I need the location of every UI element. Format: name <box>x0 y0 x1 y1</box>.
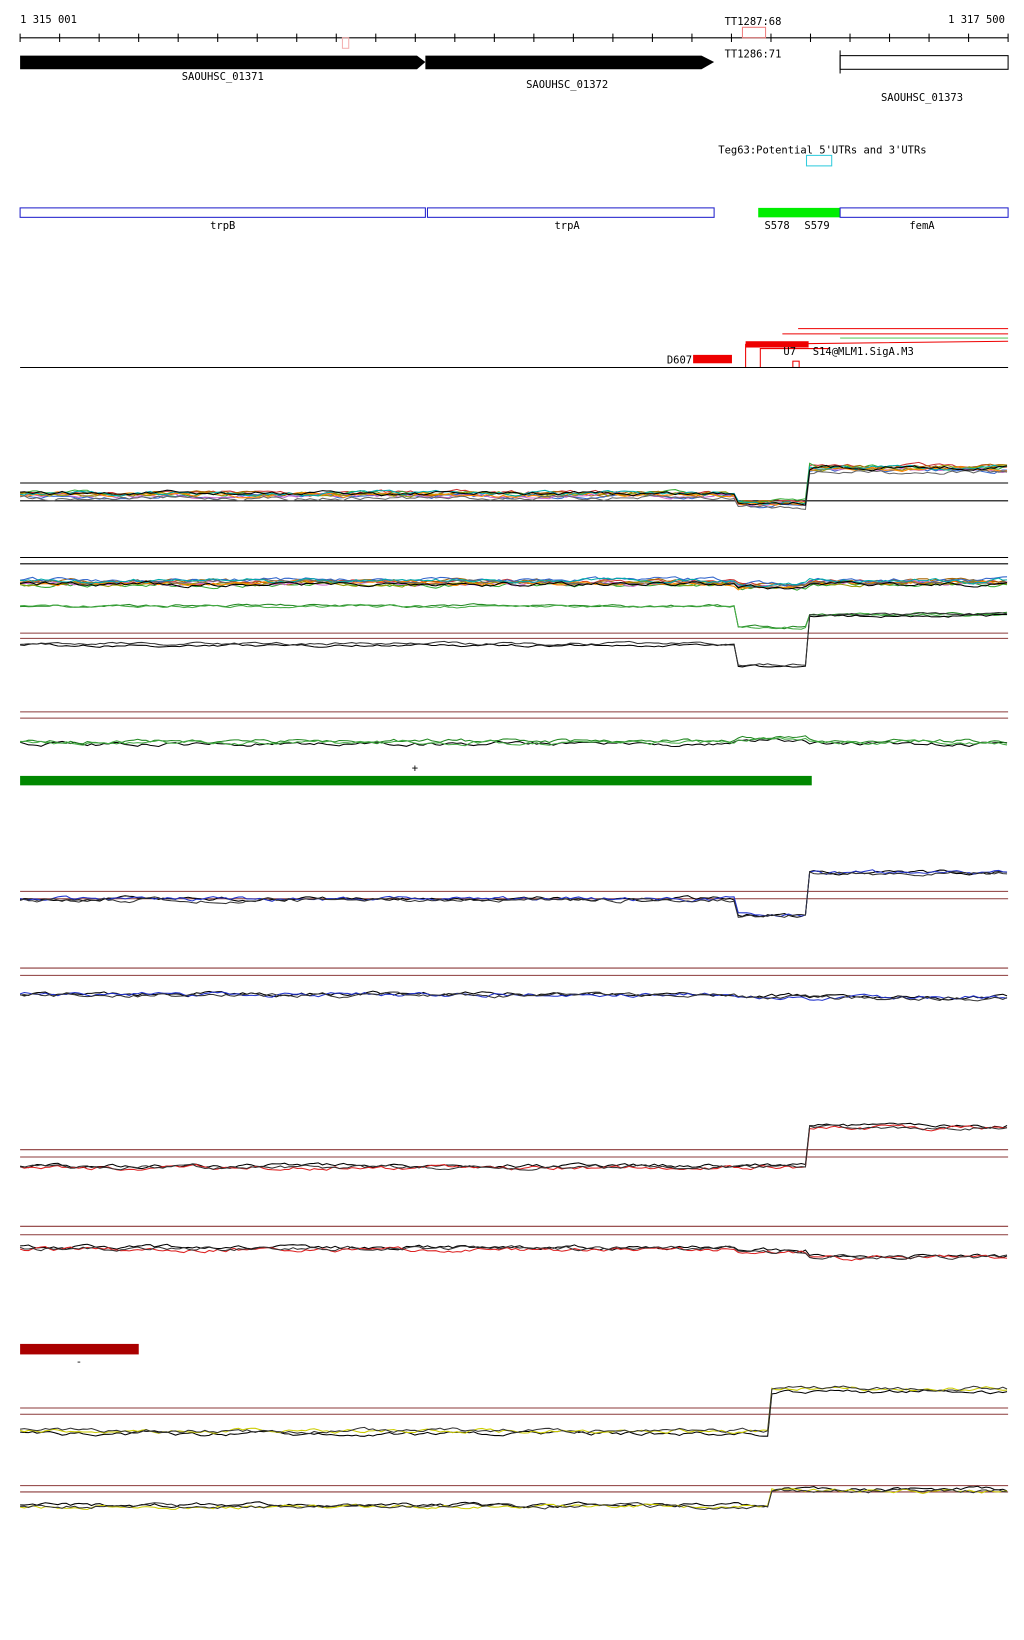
gene-label: SAOUHSC_01372 <box>526 79 608 91</box>
profile-line <box>19 1245 1008 1262</box>
srna-box <box>758 207 841 218</box>
gene-label: trpB <box>210 220 235 232</box>
profile-line <box>19 1386 1008 1435</box>
tt-label: TT1286:71 <box>725 49 782 61</box>
region-line <box>759 348 830 368</box>
feature-box <box>741 26 767 39</box>
profile-line <box>19 991 1008 1002</box>
gene-label: S579 <box>804 220 829 232</box>
utr-box <box>805 154 833 167</box>
profile-line <box>20 466 1008 509</box>
profile-line <box>20 613 1008 668</box>
gene-box <box>839 55 1009 70</box>
region-label: U7 <box>783 346 796 358</box>
gene-label: trpA <box>554 220 580 232</box>
gene-label: SAOUHSC_01373 <box>881 92 963 104</box>
region <box>792 360 800 369</box>
region-label: D607 <box>667 354 692 366</box>
region-label: S14@MLM1.SigA.M3 <box>813 346 914 358</box>
strand-label: + <box>412 763 418 775</box>
profile-line <box>20 611 1008 667</box>
region <box>745 341 809 348</box>
tt-label: TT1287:68 <box>725 16 782 28</box>
tracks <box>19 461 1009 1511</box>
profile-line <box>19 469 1008 511</box>
profile-line <box>20 735 1008 745</box>
feature-box <box>341 37 350 49</box>
profile-line <box>19 580 1008 590</box>
ruler-start: 1 315 001 <box>20 14 77 26</box>
profile-line <box>20 1389 1008 1437</box>
profile-line <box>19 737 1008 748</box>
region <box>693 354 732 364</box>
profile-line <box>19 869 1008 918</box>
gene-box <box>19 207 426 218</box>
profile-line <box>20 990 1008 1001</box>
gene-arrow <box>425 55 715 70</box>
profile-line <box>20 466 1008 506</box>
profile-line <box>20 1385 1008 1435</box>
gene-arrow <box>20 55 426 70</box>
profile-line <box>20 1124 1008 1171</box>
profile-line <box>19 1245 1008 1260</box>
profile-line <box>20 464 1008 506</box>
profile-line <box>20 1487 1008 1511</box>
ruler-ticks <box>19 33 1009 42</box>
strand-bar <box>20 775 812 786</box>
profile-line <box>20 1122 1008 1170</box>
gene-box <box>426 207 715 218</box>
profile-line <box>19 871 1008 918</box>
gene-label: SAOUHSC_01371 <box>182 71 264 83</box>
profile-line <box>20 464 1008 505</box>
gene-label: femA <box>909 220 935 232</box>
profile-line <box>19 1124 1008 1171</box>
strand-label: - <box>76 1356 82 1368</box>
gene-box <box>839 207 1009 218</box>
profile-line <box>20 577 1008 588</box>
gene-label: S578 <box>765 220 790 232</box>
profile-line <box>19 737 1008 747</box>
profile-line <box>19 869 1008 918</box>
ruler-end: 1 317 500 <box>948 14 1005 26</box>
teg-label: Teg63:Potential 5'UTRs and 3'UTRs <box>718 144 926 156</box>
profile-line <box>20 603 1008 630</box>
strand-bar <box>20 1343 139 1355</box>
